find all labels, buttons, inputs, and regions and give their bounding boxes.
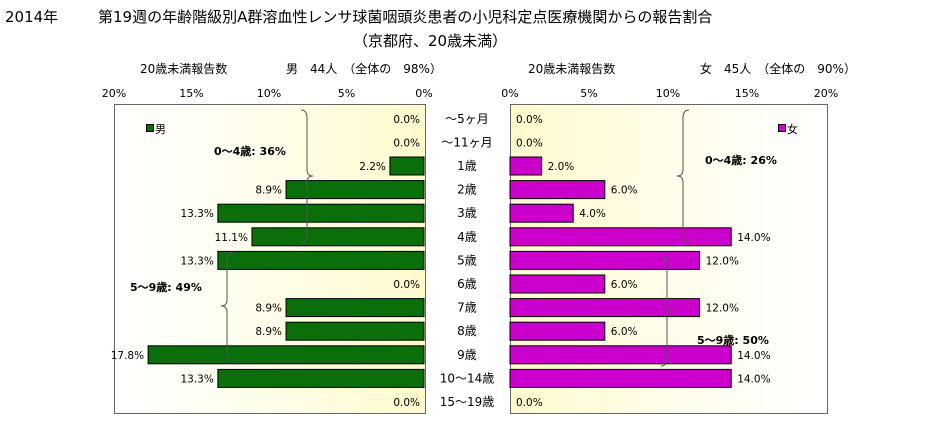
male-bar <box>285 298 425 318</box>
x-tick-label-left: 20% <box>102 87 126 100</box>
x-tick-label-right: 0% <box>501 87 518 100</box>
female-brace-0-4 <box>676 109 690 243</box>
female-summary: 女 45人 （全体の 90%） <box>700 62 856 76</box>
male-legend-label: 男 <box>155 123 166 136</box>
female-bar <box>509 321 606 341</box>
category-label: 9歳 <box>457 348 477 362</box>
male-value-label: 13.3% <box>180 373 213 385</box>
female-annotation-5-9: 5～9歳: 50% <box>697 334 769 347</box>
x-tick-label-right: 5% <box>580 87 597 100</box>
female-value-label: 14.0% <box>737 232 770 244</box>
x-tick-label-left: 10% <box>257 87 281 100</box>
male-value-label: 8.9% <box>255 303 282 315</box>
male-value-label: 8.9% <box>255 185 282 197</box>
female-bar <box>509 345 732 365</box>
chart-title: 第19週の年齢階級別A群溶血性レンサ球菌咽頭炎患者の小児科定点医療機関からの報告… <box>98 8 713 26</box>
female-value-label: 2.0% <box>548 161 575 173</box>
male-brace-5-9 <box>220 251 234 361</box>
x-tick-label-right: 20% <box>814 87 838 100</box>
male-value-label: 8.9% <box>255 326 282 338</box>
male-count-label: 20歳未満報告数 <box>140 62 228 76</box>
male-annotation-5-9: 5～9歳: 49% <box>130 281 202 294</box>
female-value-label: 0.0% <box>516 114 543 126</box>
female-bar <box>509 250 701 270</box>
male-bar <box>147 345 425 365</box>
category-label: 15～19歳 <box>440 395 495 409</box>
male-bar <box>217 203 425 223</box>
male-value-label: 13.3% <box>180 255 213 267</box>
chart-subtitle: （京都府、20歳未満） <box>353 32 508 50</box>
male-value-label: 13.3% <box>180 208 213 220</box>
male-value-label: 0.0% <box>393 397 420 409</box>
female-brace-5-9 <box>660 255 674 367</box>
category-label: 1歳 <box>457 159 477 173</box>
male-value-label: 0.0% <box>393 114 420 126</box>
female-bar <box>509 156 543 176</box>
female-count-label: 20歳未満報告数 <box>528 62 616 76</box>
category-label: 7歳 <box>457 301 477 315</box>
female-legend: 女 <box>778 121 798 137</box>
male-brace-0-4 <box>300 109 314 243</box>
female-bar <box>509 180 606 200</box>
female-value-label: 12.0% <box>706 303 739 315</box>
male-value-label: 2.2% <box>359 161 386 173</box>
female-value-label: 12.0% <box>706 255 739 267</box>
female-legend-label: 女 <box>787 123 798 136</box>
male-value-label: 17.8% <box>111 350 144 362</box>
male-legend: 男 <box>146 121 166 137</box>
female-value-label: 6.0% <box>611 326 638 338</box>
male-annotation-0-4: 0～4歳: 36% <box>214 145 286 158</box>
female-value-label: 14.0% <box>737 350 770 362</box>
female-bar <box>509 203 574 223</box>
x-tick-label-right: 10% <box>656 87 680 100</box>
x-tick-label-left: 15% <box>179 87 203 100</box>
female-annotation-0-4: 0～4歳: 26% <box>705 154 777 167</box>
male-bar <box>285 321 425 341</box>
title-year: 2014年 <box>5 8 59 26</box>
male-bar <box>389 156 425 176</box>
female-value-label: 0.0% <box>516 137 543 149</box>
category-label: 4歳 <box>457 230 477 244</box>
category-label: 5歳 <box>457 253 477 267</box>
male-legend-swatch <box>146 124 154 132</box>
category-label: ～5ヶ月 <box>445 112 489 126</box>
male-bar <box>217 368 425 388</box>
male-value-label: 11.1% <box>215 232 248 244</box>
x-tick-label-left: 0% <box>415 87 432 100</box>
male-value-label: 0.0% <box>393 279 420 291</box>
female-value-label: 0.0% <box>516 397 543 409</box>
x-tick-label-right: 15% <box>735 87 759 100</box>
female-bar <box>509 274 606 294</box>
category-label: 10～14歳 <box>440 371 495 385</box>
female-bar <box>509 368 732 388</box>
category-label: 2歳 <box>457 183 477 197</box>
category-label: 6歳 <box>457 277 477 291</box>
male-value-label: 0.0% <box>393 137 420 149</box>
male-bar <box>251 227 425 247</box>
x-tick-label-left: 5% <box>338 87 355 100</box>
female-legend-swatch <box>778 124 786 132</box>
female-value-label: 14.0% <box>737 373 770 385</box>
female-bar <box>509 227 732 247</box>
male-summary: 男 44人 （全体の 98%） <box>286 62 442 76</box>
category-label: 8歳 <box>457 324 477 338</box>
female-value-label: 6.0% <box>611 279 638 291</box>
female-value-label: 6.0% <box>611 185 638 197</box>
category-label: ～11ヶ月 <box>441 135 492 149</box>
category-label: 3歳 <box>457 206 477 220</box>
male-bar <box>217 250 425 270</box>
female-value-label: 4.0% <box>579 208 606 220</box>
male-bar <box>285 180 425 200</box>
female-bar <box>509 298 701 318</box>
